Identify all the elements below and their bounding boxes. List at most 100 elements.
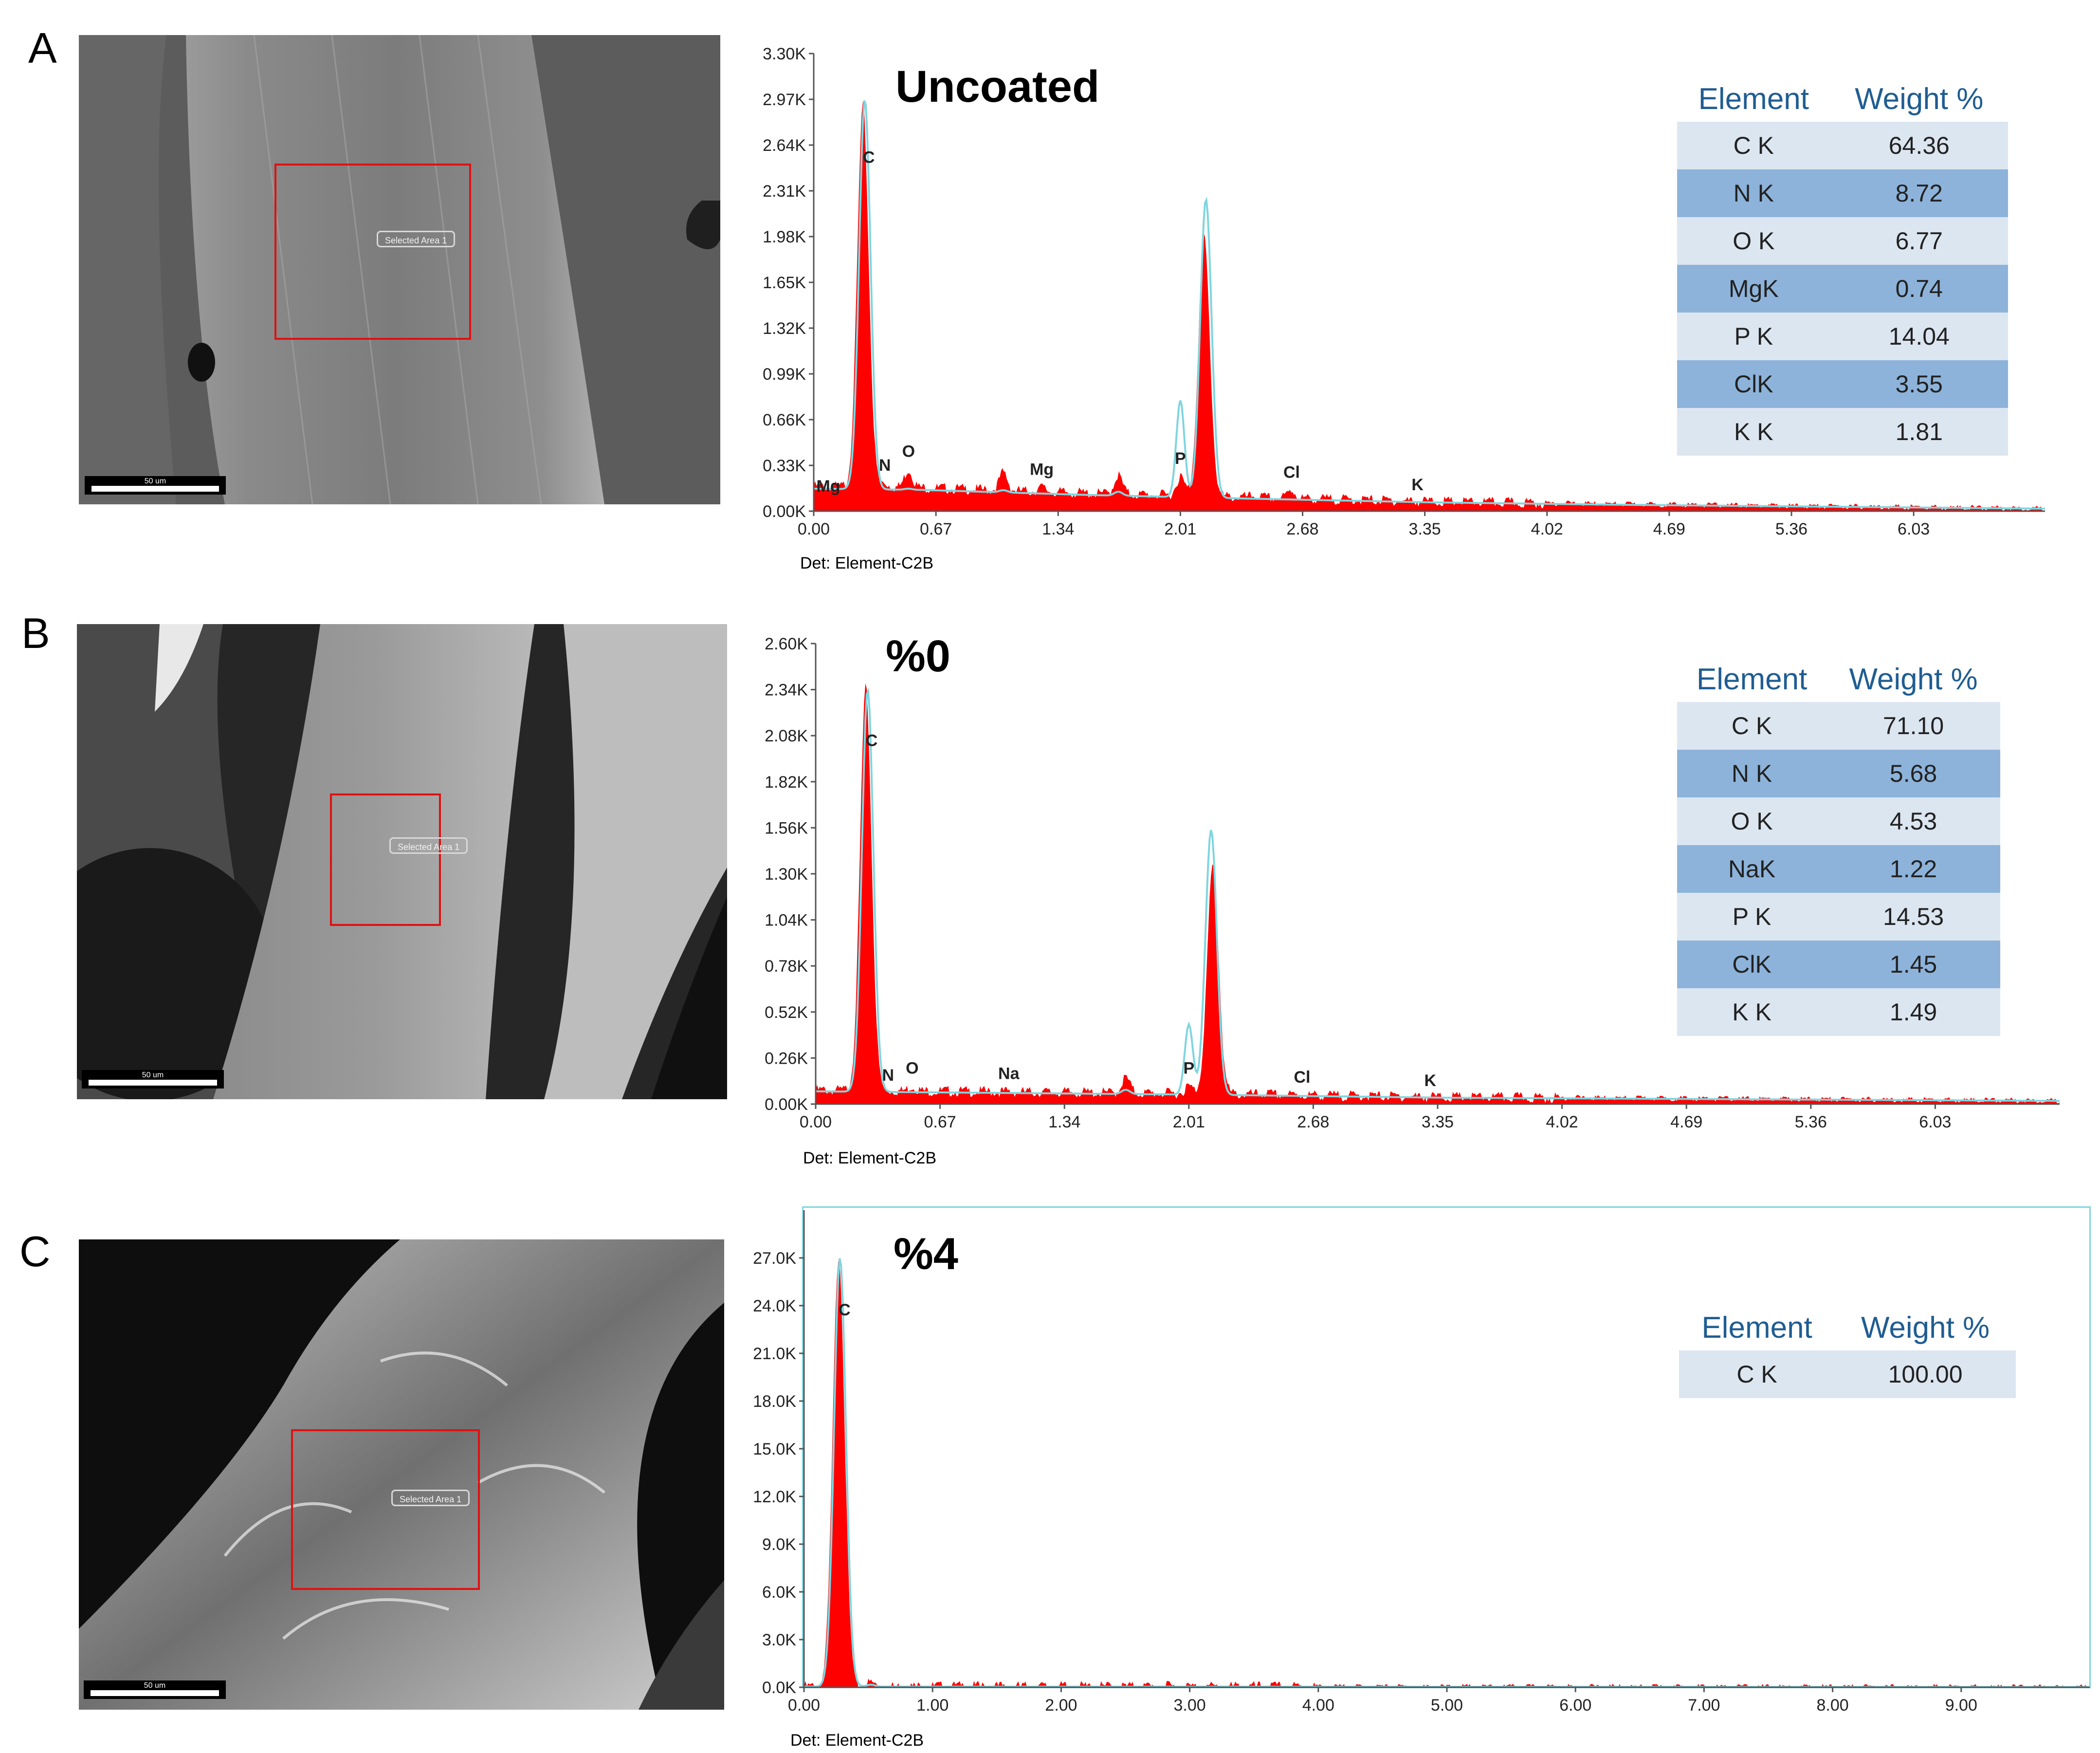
element-table-c: Element Weight % C K 100.00 xyxy=(1679,1310,2016,1398)
element-cell: N K xyxy=(1677,750,1827,797)
table-header-element: Element xyxy=(1698,82,1809,116)
table-row: N K 8.72 xyxy=(1677,169,2008,217)
sem-image-b: Selected Area 1 50 um xyxy=(77,624,727,1099)
sem-texture-c xyxy=(79,1239,724,1710)
sem-image-a: Selected Area 1 50 um xyxy=(79,35,720,504)
spectrum-label-a: Uncoated xyxy=(895,62,1100,111)
peak-label: Mg xyxy=(816,477,840,496)
weight-cell: 14.04 xyxy=(1830,313,2008,360)
scale-bar-b: 50 um xyxy=(82,1070,224,1089)
y-tick-label: 0.52K xyxy=(765,1003,808,1022)
spectrum-label-c: %4 xyxy=(894,1229,958,1279)
weight-cell: 6.77 xyxy=(1830,217,2008,265)
x-tick-label: 6.03 xyxy=(1898,520,1930,538)
weight-cell: 14.53 xyxy=(1826,893,2000,941)
weight-cell: 1.81 xyxy=(1830,408,2008,456)
y-tick-label: 1.65K xyxy=(763,274,806,292)
element-cell: C K xyxy=(1677,122,1830,169)
element-cell: O K xyxy=(1677,797,1827,845)
x-tick-label: 6.00 xyxy=(1559,1696,1591,1715)
table-row: NaK 1.22 xyxy=(1677,845,2000,893)
x-tick-label: 9.00 xyxy=(1945,1696,1977,1715)
table-row: K K 1.49 xyxy=(1677,988,2000,1036)
x-tick-label: 2.68 xyxy=(1286,520,1318,538)
x-tick-label: 4.00 xyxy=(1302,1696,1334,1715)
peak-label: C xyxy=(863,148,875,167)
element-cell: O K xyxy=(1677,217,1830,265)
y-tick-label: 1.56K xyxy=(765,819,808,837)
y-tick-label: 6.0K xyxy=(762,1583,796,1602)
y-tick-label: 12.0K xyxy=(753,1488,796,1506)
y-tick-label: 0.99K xyxy=(763,365,806,384)
peak-label: C xyxy=(839,1301,851,1319)
table-row: C K 100.00 xyxy=(1679,1350,2016,1398)
table-row: O K 4.53 xyxy=(1677,797,2000,845)
peak-label: P xyxy=(1175,449,1186,468)
peak-label: Cl xyxy=(1283,463,1300,481)
scale-bar-a: 50 um xyxy=(85,476,226,495)
y-tick-label: 27.0K xyxy=(753,1249,796,1268)
table-row: K K 1.81 xyxy=(1677,408,2008,456)
table-header-weight: Weight % xyxy=(1861,1310,1990,1345)
panel-letter-b: B xyxy=(21,609,50,657)
element-cell: NaK xyxy=(1677,845,1827,893)
x-tick-label: 2.68 xyxy=(1297,1113,1329,1131)
table-row: C K 71.10 xyxy=(1677,702,2000,750)
peak-label: N xyxy=(879,456,891,475)
y-tick-label: 18.0K xyxy=(753,1392,796,1411)
x-tick-label: 3.35 xyxy=(1409,520,1441,538)
x-tick-label: 5.36 xyxy=(1795,1113,1827,1131)
x-tick-label: 4.02 xyxy=(1531,520,1563,538)
x-tick-label: 0.00 xyxy=(800,1113,832,1131)
selected-area-box-c xyxy=(291,1429,480,1590)
weight-cell: 8.72 xyxy=(1830,169,2008,217)
fit-line-1 xyxy=(816,687,2060,1102)
table-row: ClK 1.45 xyxy=(1677,941,2000,988)
weight-cell: 5.68 xyxy=(1826,750,2000,797)
element-cell: N K xyxy=(1677,169,1830,217)
scale-bar-label-c: 50 um xyxy=(144,1681,166,1690)
y-tick-label: 15.0K xyxy=(753,1440,796,1458)
x-tick-label: 7.00 xyxy=(1688,1696,1720,1715)
spectrum-label-b: %0 xyxy=(886,631,950,681)
peak-label: Cl xyxy=(1294,1068,1311,1087)
detector-label-a: Det: Element-C2B xyxy=(800,554,933,572)
y-tick-label: 1.98K xyxy=(763,228,806,246)
table-header-weight: Weight % xyxy=(1849,662,1978,696)
y-tick-label: 1.30K xyxy=(765,865,808,884)
peak-label: O xyxy=(902,443,915,461)
x-tick-label: 5.00 xyxy=(1431,1696,1463,1715)
x-tick-label: 1.34 xyxy=(1042,520,1074,538)
weight-cell: 1.45 xyxy=(1826,941,2000,988)
x-tick-label: 4.02 xyxy=(1546,1113,1578,1131)
y-tick-label: 0.26K xyxy=(765,1049,808,1068)
x-tick-label: 8.00 xyxy=(1817,1696,1849,1715)
detector-label-c: Det: Element-C2B xyxy=(790,1731,924,1750)
y-tick-label: 2.60K xyxy=(765,635,808,653)
y-tick-label: 1.32K xyxy=(763,319,806,338)
peak-label: N xyxy=(882,1066,895,1085)
sem-texture-a xyxy=(79,35,720,504)
weight-cell: 100.00 xyxy=(1835,1350,2016,1398)
selected-area-tag-a: Selected Area 1 xyxy=(377,231,456,247)
element-cell: ClK xyxy=(1677,360,1830,408)
weight-cell: 0.74 xyxy=(1830,265,2008,313)
table-header-weight: Weight % xyxy=(1855,82,1984,116)
table-row: P K 14.53 xyxy=(1677,893,2000,941)
panel-letter-c: C xyxy=(19,1227,51,1275)
x-tick-label: 1.34 xyxy=(1048,1113,1080,1131)
weight-cell: 4.53 xyxy=(1826,797,2000,845)
y-tick-label: 0.00K xyxy=(765,1095,808,1114)
y-tick-label: 2.34K xyxy=(765,681,808,700)
table-row: C K 64.36 xyxy=(1677,122,2008,169)
peak-label: Mg xyxy=(1030,461,1054,479)
element-cell: K K xyxy=(1677,408,1830,456)
table-row: MgK 0.74 xyxy=(1677,265,2008,313)
weight-cell: 64.36 xyxy=(1830,122,2008,169)
peak-label: K xyxy=(1411,476,1424,494)
y-tick-label: 0.66K xyxy=(763,411,806,429)
x-tick-label: 1.00 xyxy=(916,1696,949,1715)
y-tick-label: 0.0K xyxy=(762,1679,796,1697)
x-tick-label: 4.69 xyxy=(1653,520,1685,538)
